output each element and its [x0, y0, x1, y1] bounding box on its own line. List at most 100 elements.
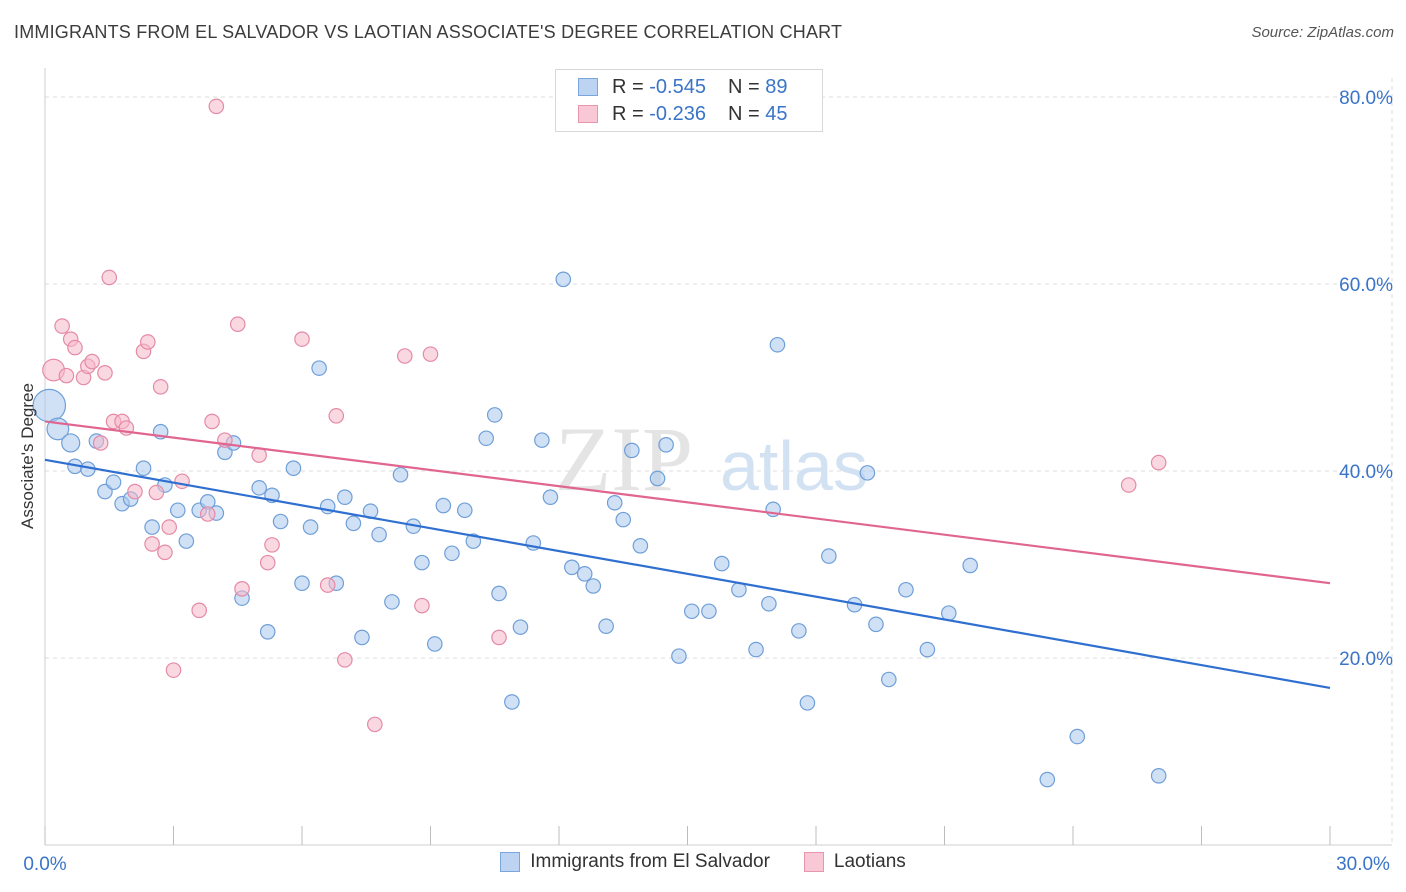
el-salvador-point — [598, 618, 614, 635]
laotian-point — [328, 408, 345, 424]
el-salvador-point — [251, 480, 267, 496]
laotian-point — [422, 346, 439, 362]
laotian-point — [140, 334, 156, 350]
el-salvador-point — [671, 648, 687, 664]
el-salvador-point — [615, 511, 632, 528]
el-salvador-point — [32, 388, 67, 423]
el-salvador-point — [576, 566, 593, 582]
el-salvador-point — [799, 695, 816, 711]
el-salvador-point — [898, 581, 914, 598]
laotian-point — [165, 662, 182, 678]
el-salvador-point — [761, 595, 777, 612]
el-salvador-point — [1069, 728, 1086, 745]
watermark-zip: ZIP — [555, 408, 693, 510]
el-salvador-point — [414, 554, 430, 571]
el-salvador-point — [444, 545, 460, 562]
el-salvador-point — [285, 460, 302, 476]
laotian-point — [54, 318, 70, 334]
legend-r-label: R = — [612, 102, 644, 125]
laotian-point — [208, 98, 225, 115]
el-salvador-point — [426, 636, 443, 652]
y-tick-label: 20.0% — [1339, 649, 1393, 670]
y-axis-label: Associate's Degree — [18, 383, 37, 529]
laotian-trend-line — [44, 420, 1331, 585]
el-salvador-point — [748, 641, 764, 658]
el-salvador-point — [606, 494, 623, 511]
el-salvador-point — [371, 526, 387, 543]
el-salvador-point — [486, 407, 503, 423]
el-salvador-point — [384, 594, 400, 610]
el-salvador-point — [658, 437, 674, 453]
el-salvador-point — [683, 603, 700, 620]
watermark-atlas: atlas — [720, 427, 868, 505]
grid — [45, 78, 1393, 845]
legend-row-el-salvador: R = -0.545 N = 89 — [578, 74, 787, 100]
el-salvador-point — [135, 460, 152, 476]
el-salvador-point — [940, 605, 957, 621]
trend-lines — [44, 420, 1331, 690]
laotian-point — [174, 473, 190, 490]
el-salvador-point — [859, 465, 876, 481]
el-salvador-point — [769, 336, 786, 353]
legend-r-value: -0.236 — [649, 102, 706, 125]
laotian-point — [148, 484, 165, 501]
laotian-point — [319, 577, 336, 593]
el-salvador-point — [105, 474, 122, 491]
laotian-point — [294, 331, 310, 347]
laotian-point — [234, 581, 250, 597]
legend-n-value: 89 — [765, 75, 788, 98]
el-salvador-point — [564, 559, 580, 576]
pink-swatch — [803, 852, 824, 872]
correlation-legend: R = -0.545 N = 89 R = -0.236 N = 45 — [555, 69, 823, 132]
laotian-point — [127, 483, 143, 500]
el-salvador-point — [435, 497, 452, 514]
el-salvador-point — [337, 489, 353, 505]
laotian-point — [1120, 477, 1137, 493]
el-salvador-point — [701, 603, 717, 620]
laotian-point — [101, 269, 118, 286]
laotian-point — [1150, 454, 1167, 471]
laotian-point — [396, 348, 413, 364]
x-tick-label: 0.0% — [23, 854, 66, 875]
laotian-point — [84, 353, 100, 370]
el-salvador-point — [144, 519, 160, 535]
y-tick-label: 40.0% — [1339, 462, 1393, 483]
x-tick-label: 30.0% — [1336, 854, 1390, 875]
el-salvador-point — [881, 671, 897, 688]
el-salvador-point — [624, 442, 640, 459]
el-salvador-point — [1039, 771, 1056, 788]
tick-labels: 20.0% 40.0% 60.0% 80.0% 0.0% 30.0% — [23, 88, 1393, 875]
el-salvador-point — [272, 513, 289, 530]
el-salvador-point — [504, 694, 520, 710]
blue-swatch — [500, 852, 521, 872]
el-salvador-point — [491, 585, 507, 602]
el-salvador-point — [534, 432, 550, 448]
laotian-point — [229, 316, 246, 333]
series-legend: Immigrants from El Salvador Laotians — [0, 851, 1406, 873]
legend-n-label: N = — [727, 75, 760, 98]
el-salvador-point — [311, 360, 327, 376]
laotian-point — [191, 602, 207, 619]
el-salvador-point — [962, 557, 978, 574]
el-salvador-point — [61, 433, 81, 453]
legend-label: Immigrants from El Salvador — [530, 851, 770, 872]
el-salvador-point — [512, 619, 529, 635]
laotian-point — [491, 629, 507, 646]
el-salvador-point — [345, 515, 362, 532]
el-salvador-point — [456, 502, 473, 519]
laotian-point — [58, 367, 75, 384]
el-salvador-point — [169, 502, 186, 519]
el-salvador-point — [259, 624, 276, 640]
laotian-point — [161, 519, 178, 535]
legend-item-laotians: Laotians — [803, 851, 906, 873]
pink-swatch — [578, 105, 598, 123]
laotian-point — [259, 554, 276, 571]
laotian-point — [144, 536, 160, 552]
legend-label: Laotians — [833, 851, 906, 872]
y-tick-label: 80.0% — [1339, 88, 1393, 109]
el-salvador-point — [555, 271, 572, 288]
laotian-point — [199, 506, 216, 522]
legend-row-laotians: R = -0.236 N = 45 — [578, 101, 787, 127]
chart-title: IMMIGRANTS FROM EL SALVADOR VS LAOTIAN A… — [14, 22, 843, 42]
